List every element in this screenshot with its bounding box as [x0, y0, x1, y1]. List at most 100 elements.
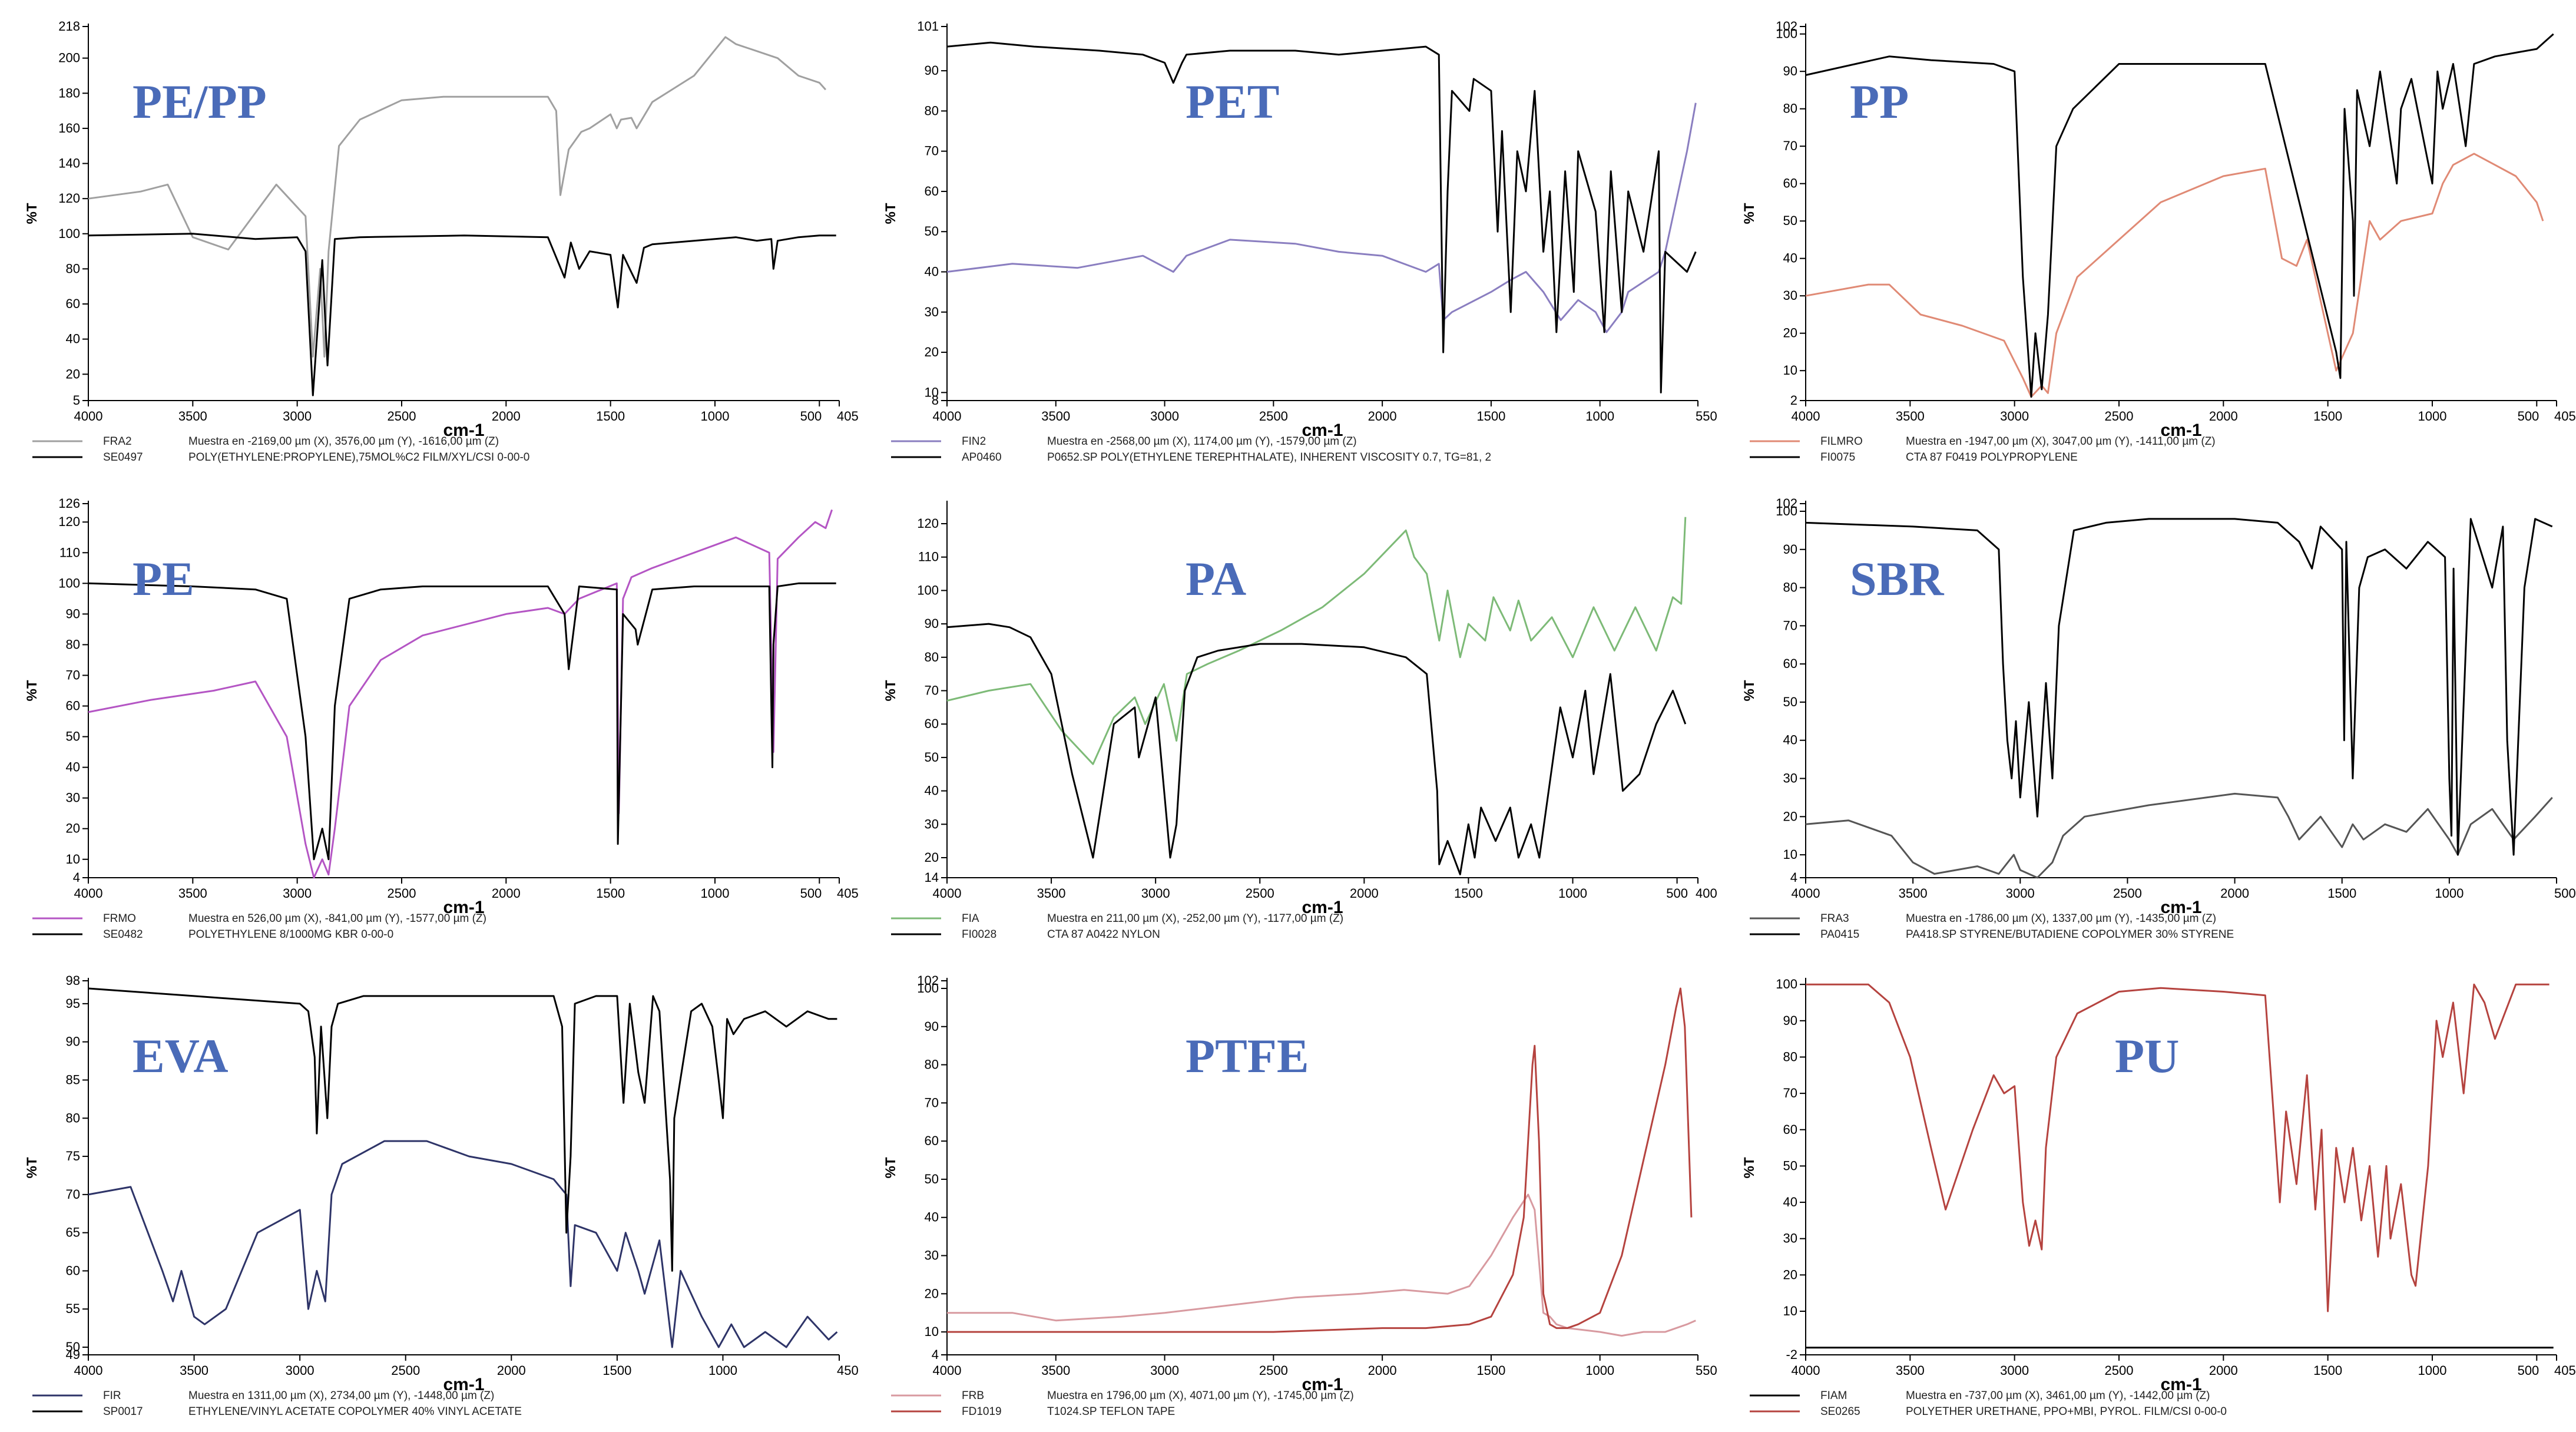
- series-line: [1805, 33, 2554, 398]
- x-tick-label: 4000: [74, 409, 103, 424]
- y-tick-label: 126: [58, 496, 80, 511]
- y-axis-label: %T: [1741, 680, 1757, 701]
- polymer-title: PU: [2115, 1029, 2179, 1083]
- legend-text: Muestra en 211,00 µm (X), -252,00 µm (Y)…: [1047, 912, 1343, 925]
- y-tick-label: 30: [1783, 288, 1797, 303]
- y-tick-label: 100: [1776, 977, 1797, 991]
- x-tick-label: 2500: [391, 1363, 420, 1378]
- legend-code: FD1019: [962, 1405, 1002, 1418]
- x-tick-label: 1000: [1585, 409, 1614, 424]
- y-tick-label: 50: [1783, 1158, 1797, 1173]
- legend-code: FIA: [962, 912, 979, 925]
- y-axis-label: %T: [883, 1157, 899, 1178]
- y-axis-label: %T: [1741, 203, 1757, 224]
- y-tick-label: 80: [1783, 1049, 1797, 1064]
- y-tick-label: 90: [1783, 542, 1797, 557]
- y-tick-label: 70: [925, 144, 939, 158]
- series-line: [88, 509, 833, 879]
- series-line: [1805, 153, 2544, 398]
- y-tick-label: 90: [1783, 64, 1797, 78]
- series-line: [1805, 518, 2553, 856]
- y-tick-label: 55: [66, 1301, 80, 1316]
- x-tick-label: 1500: [2327, 886, 2356, 901]
- legend-code: FRB: [962, 1390, 984, 1402]
- y-tick-label: 40: [1783, 1195, 1797, 1209]
- x-tick-label: 2000: [1350, 886, 1379, 901]
- y-tick-label: 40: [66, 332, 80, 346]
- y-tick-label: 80: [66, 1110, 80, 1125]
- y-tick-label: 100: [917, 583, 939, 597]
- y-tick-label: 90: [66, 1034, 80, 1049]
- legend-text: POLYETHER URETHANE, PPO+MBI, PYROL. FILM…: [1906, 1405, 2227, 1418]
- y-axis-label: %T: [24, 203, 40, 224]
- x-tick-label: 2500: [2105, 1363, 2134, 1378]
- y-tick-label: 50: [1783, 694, 1797, 709]
- y-tick-label: 20: [925, 1286, 939, 1301]
- x-axis-label: cm-1: [443, 898, 484, 917]
- y-tick-label: 100: [917, 981, 939, 996]
- polymer-title: PE/PP: [133, 75, 267, 128]
- y-tick-label: 90: [925, 63, 939, 78]
- x-tick-label: 1000: [1558, 886, 1587, 901]
- legend-text: ETHYLENE/VINYL ACETATE COPOLYMER 40% VIN…: [188, 1405, 522, 1418]
- legend-text: T1024.SP TEFLON TAPE: [1047, 1405, 1175, 1418]
- spectrum-panel: 98 95 90 85 80 75 70 65 60 55 50 49 4000 3500 3000 2500…: [0, 954, 859, 1431]
- legend-code: FIR: [103, 1390, 121, 1402]
- y-tick-label: 70: [1783, 1086, 1797, 1100]
- y-tick-label: 65: [66, 1225, 80, 1240]
- x-axis-label: cm-1: [2160, 1375, 2201, 1394]
- y-tick-label: 49: [66, 1347, 80, 1362]
- legend-code: FRA2: [103, 435, 132, 448]
- y-tick-label: 70: [925, 1095, 939, 1110]
- y-tick-label: 50: [925, 750, 939, 765]
- legend-code: PA0415: [1820, 928, 1859, 941]
- x-tick-label: 400: [1696, 886, 1717, 901]
- x-tick-label: 2000: [2220, 886, 2249, 901]
- series-line: [947, 1193, 1696, 1337]
- legend-code: AP0460: [962, 451, 1002, 464]
- y-tick-label: 60: [66, 1263, 80, 1278]
- y-tick-label: 50: [1783, 213, 1797, 228]
- x-tick-label: 2000: [2209, 409, 2238, 424]
- y-tick-label: 10: [1783, 1304, 1797, 1318]
- polymer-title: PE: [133, 552, 194, 606]
- y-tick-label: 20: [1783, 809, 1797, 824]
- y-axis-label: %T: [1741, 1157, 1757, 1178]
- y-tick-label: 60: [66, 699, 80, 713]
- x-tick-label: 500: [2554, 886, 2576, 901]
- y-tick-label: 60: [925, 716, 939, 731]
- y-tick-label: 20: [66, 821, 80, 836]
- y-tick-label: 4: [932, 1347, 939, 1362]
- x-tick-label: 1500: [1476, 409, 1505, 424]
- x-tick-label: 3000: [286, 1363, 314, 1378]
- y-tick-label: -2: [1786, 1347, 1797, 1362]
- y-tick-label: 20: [1783, 1267, 1797, 1282]
- y-tick-label: 80: [66, 261, 80, 276]
- x-axis-label: cm-1: [1302, 1375, 1343, 1394]
- x-tick-label: 3000: [2000, 409, 2029, 424]
- y-tick-label: 180: [58, 85, 80, 100]
- x-tick-label: 4000: [933, 1363, 962, 1378]
- x-tick-label: 1000: [708, 1363, 737, 1378]
- x-axis-label: cm-1: [2160, 421, 2201, 440]
- legend-text: PA418.SP STYRENE/BUTADIENE COPOLYMER 30%…: [1906, 928, 2234, 941]
- x-tick-label: 3000: [283, 409, 312, 424]
- legend-text: Muestra en 1311,00 µm (X), 2734,00 µm (Y…: [188, 1390, 494, 1402]
- x-tick-label: 2000: [492, 409, 521, 424]
- series-line: [946, 102, 1697, 333]
- y-tick-label: 85: [66, 1072, 80, 1087]
- y-tick-label: 70: [66, 667, 80, 682]
- spectrum-panel: 126 120 110 100 90 80 70 60 50 40 30 20 10 4 4000 3500 3…: [0, 477, 859, 954]
- y-tick-label: 100: [58, 576, 80, 590]
- y-tick-label: 10: [925, 385, 939, 399]
- y-tick-label: 102: [1776, 19, 1797, 34]
- series-line: [1806, 983, 2549, 1312]
- y-tick-label: 40: [925, 264, 939, 279]
- y-tick-label: 30: [1783, 771, 1797, 786]
- y-tick-label: 60: [1783, 1122, 1797, 1137]
- y-tick-label: 120: [917, 516, 939, 531]
- x-tick-label: 500: [1666, 886, 1688, 901]
- y-tick-label: 2: [1790, 393, 1797, 408]
